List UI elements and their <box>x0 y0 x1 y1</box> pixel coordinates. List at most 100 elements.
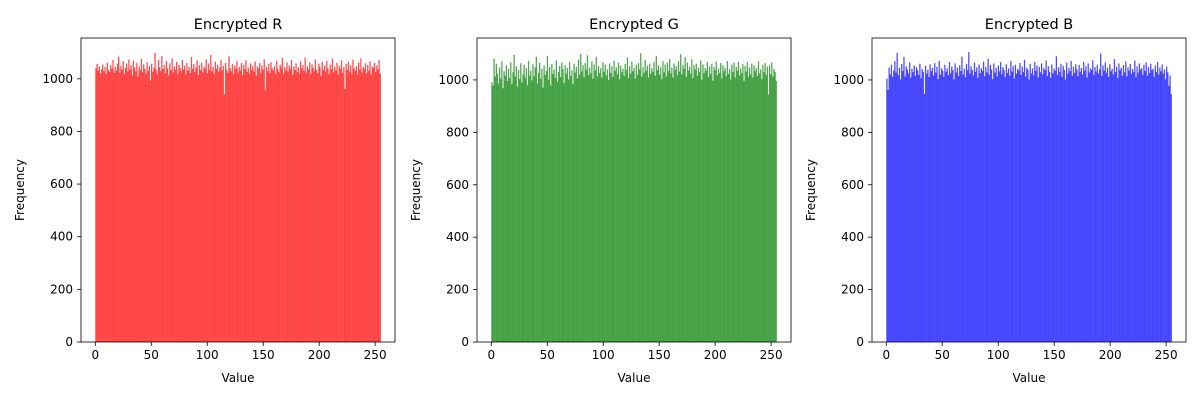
histogram-bar <box>345 63 347 342</box>
y-tick-label: 400 <box>446 230 469 244</box>
histogram-bar <box>1003 69 1005 342</box>
histogram-bar <box>766 66 768 342</box>
histogram-bar <box>738 75 741 342</box>
histogram-bar <box>536 83 539 342</box>
histogram-bar <box>113 72 115 343</box>
histogram-bar <box>158 66 161 342</box>
histogram-bar <box>107 69 110 342</box>
histogram-bar <box>281 58 284 342</box>
histogram-bar <box>513 54 515 343</box>
histogram-bar <box>240 62 243 343</box>
histogram-bar <box>226 69 228 342</box>
histogram-bar <box>573 63 575 343</box>
histogram-bar <box>120 65 122 343</box>
histogram-bar <box>637 63 640 342</box>
histogram-bar <box>620 65 622 343</box>
histogram-bar <box>655 56 657 342</box>
histogram-bar <box>916 70 919 342</box>
histogram-bar <box>1062 65 1064 342</box>
histogram-bar <box>186 62 188 343</box>
histogram-bar <box>627 77 630 342</box>
histogram-bar <box>277 69 279 342</box>
histogram-bar <box>617 62 620 342</box>
histogram-bar <box>1159 67 1161 343</box>
chart-panel: 0 50 100 150 200 250 0 200 400 600 800 1000 Encrypte… <box>804 17 1187 385</box>
histogram-bar <box>685 76 687 342</box>
histogram-bar <box>315 69 318 342</box>
histogram-bar <box>607 80 610 342</box>
histogram-bar <box>949 73 952 343</box>
histogram-bar <box>1169 75 1171 342</box>
histogram-bar <box>702 64 704 342</box>
histogram-bar <box>191 68 194 342</box>
histogram-bar <box>890 64 893 342</box>
histogram-bar <box>582 65 584 342</box>
histogram-bar <box>1054 70 1056 342</box>
histogram-bar <box>153 67 155 343</box>
histogram-bar <box>342 72 344 343</box>
histogram-bar <box>1039 72 1042 342</box>
histogram-bar <box>293 66 295 343</box>
histogram-bar <box>1026 67 1028 343</box>
histogram-bar <box>108 71 111 342</box>
histogram-bar <box>1118 63 1120 343</box>
histogram-bar <box>736 70 738 342</box>
histogram-bar <box>906 69 909 342</box>
histogram-bar <box>952 69 954 342</box>
histogram-bar <box>98 66 100 342</box>
histogram-bar <box>278 72 280 342</box>
histogram-bar <box>1098 69 1101 342</box>
histogram-bar <box>614 70 616 342</box>
histogram-bar <box>127 71 129 342</box>
histogram-bar <box>1148 73 1151 343</box>
histogram-bar <box>1045 60 1047 342</box>
histogram-bar <box>586 55 589 343</box>
histogram-bar <box>764 63 766 342</box>
histogram-bar <box>948 61 951 342</box>
histogram-bar <box>118 56 120 342</box>
histogram-bar <box>910 77 912 342</box>
histogram-bar <box>338 65 340 343</box>
histogram-bar <box>902 71 904 343</box>
histogram-bar <box>238 66 240 342</box>
histogram-bar <box>696 75 699 343</box>
x-tick-label: 250 <box>1155 348 1178 362</box>
chart-panel: 0 50 100 150 200 250 0 200 400 600 800 1000 Encrypte… <box>409 17 792 385</box>
histogram-bar <box>651 68 653 342</box>
histogram-bar <box>249 63 252 342</box>
histogram-bar <box>180 71 182 343</box>
histogram-bar <box>267 71 269 342</box>
histogram-bar <box>540 78 542 342</box>
x-tick-label: 0 <box>487 348 495 362</box>
histogram-bar <box>165 60 168 343</box>
histogram-bar <box>688 66 691 342</box>
histogram-bar <box>1044 70 1046 342</box>
histogram-bar <box>560 77 562 343</box>
histogram-bar <box>1077 76 1079 342</box>
histogram-bar <box>720 63 722 342</box>
histogram-bar <box>678 71 681 342</box>
histogram-bar <box>654 75 656 343</box>
histogram-bar <box>888 67 890 343</box>
histogram-bar <box>969 73 971 342</box>
histogram-bar <box>619 79 621 342</box>
x-tick-label: 150 <box>648 348 671 362</box>
histogram-bar <box>164 73 166 343</box>
histogram-bar <box>289 68 292 342</box>
histogram-bar <box>368 70 370 343</box>
histogram-bar <box>646 65 649 342</box>
histogram-bar <box>273 66 276 342</box>
histogram-bar <box>747 76 750 342</box>
histogram-bar <box>634 78 636 343</box>
histogram-bar <box>122 61 124 342</box>
histogram-bar <box>314 59 317 342</box>
histogram-bar <box>597 66 600 342</box>
y-tick-label: 1000 <box>833 73 864 87</box>
histogram-bar <box>631 61 633 343</box>
histogram-bar <box>893 70 895 342</box>
y-tick-label: 600 <box>841 178 864 192</box>
histogram-bar <box>1167 72 1169 342</box>
histogram-bar <box>1006 72 1009 343</box>
histogram-bar <box>744 66 746 342</box>
histogram-bar <box>1095 71 1097 342</box>
